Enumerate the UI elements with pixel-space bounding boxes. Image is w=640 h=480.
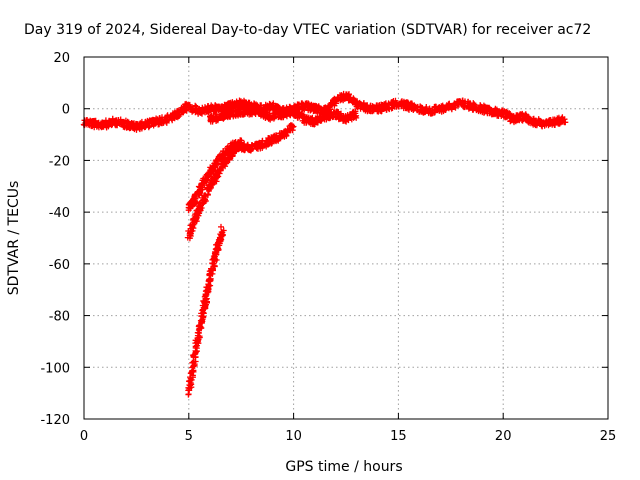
chart-title: Day 319 of 2024, Sidereal Day-to-day VTE… xyxy=(24,22,591,38)
data-markers xyxy=(207,105,360,128)
x-tick-label: 25 xyxy=(600,429,617,444)
y-tick-label: -100 xyxy=(40,361,70,376)
series-descending-arc-b xyxy=(184,137,246,242)
y-tick-label: -40 xyxy=(49,206,70,221)
x-tick-labels: 0 5 10 15 20 25 xyxy=(80,429,616,444)
y-axis-label: SDTVAR / TECUs xyxy=(6,181,22,296)
data-markers xyxy=(184,137,246,242)
y-tick-label: -20 xyxy=(49,154,70,169)
y-tick-label: -60 xyxy=(49,258,70,273)
x-tick-label: 15 xyxy=(390,429,407,444)
y-tick-label: -120 xyxy=(40,413,70,428)
y-tick-label: 20 xyxy=(53,51,70,66)
y-tick-label: -80 xyxy=(49,310,70,325)
x-tick-label: 0 xyxy=(80,429,88,444)
x-axis-label: GPS time / hours xyxy=(285,459,402,475)
data-markers xyxy=(185,223,227,398)
data-points xyxy=(80,90,569,398)
grid-lines xyxy=(84,57,608,419)
x-tick-label: 5 xyxy=(185,429,193,444)
plot-frame xyxy=(83,56,609,420)
series-lower-band xyxy=(207,105,360,128)
x-tick-label: 20 xyxy=(495,429,512,444)
y-tick-labels: -120 -100 -80 -60 -40 -20 0 20 xyxy=(40,51,70,428)
y-tick-label: 0 xyxy=(62,103,70,118)
series-steep-streak xyxy=(185,223,227,398)
axis-ticks xyxy=(83,56,609,420)
x-tick-label: 10 xyxy=(285,429,302,444)
